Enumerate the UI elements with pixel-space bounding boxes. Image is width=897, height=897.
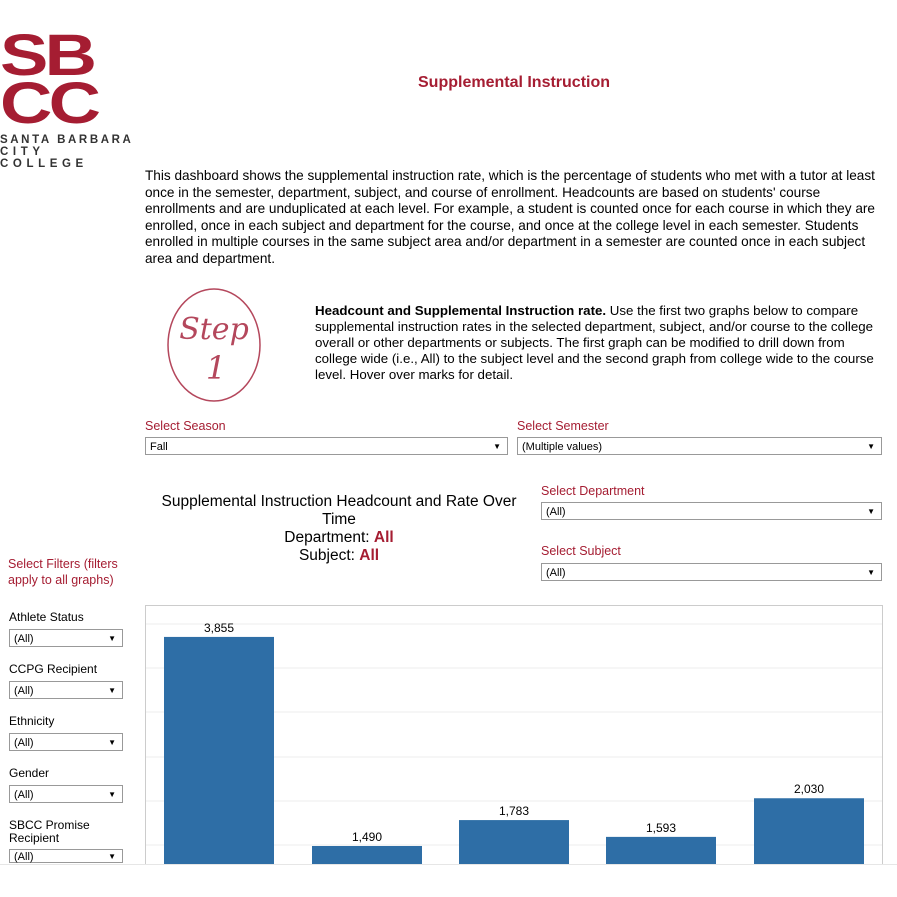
subject-label: Select Subject <box>541 544 621 558</box>
bar-data-label: 1,593 <box>646 821 676 835</box>
subject-dropdown[interactable]: (All) ▼ <box>541 563 882 581</box>
chevron-down-icon: ▼ <box>108 686 116 695</box>
subject-dropdown-value: (All) <box>546 567 566 579</box>
semester-dropdown[interactable]: (Multiple values) ▼ <box>517 437 882 455</box>
logo-line1: SANTA BARBARA <box>0 134 134 146</box>
step-badge-word: Step <box>179 312 249 347</box>
chart-title: Supplemental Instruction Headcount and R… <box>161 493 517 528</box>
chart-frame: 3,855 1,490 1,783 1,593 2,030 <box>145 605 883 864</box>
season-dropdown[interactable]: Fall ▼ <box>145 437 508 455</box>
bar[interactable] <box>754 798 864 864</box>
department-label: Select Department <box>541 484 645 498</box>
season-label: Select Season <box>145 419 226 433</box>
chevron-down-icon: ▼ <box>867 568 875 577</box>
bar[interactable] <box>606 836 716 864</box>
department-value: All <box>373 529 394 546</box>
bar[interactable] <box>312 845 422 864</box>
department-dropdown[interactable]: (All) ▼ <box>541 502 882 520</box>
intro-text: This dashboard shows the supplemental in… <box>145 168 875 266</box>
bar[interactable] <box>459 820 569 864</box>
sidebar-title: Select Filters (filters apply to all gra… <box>8 557 118 587</box>
subject-value: All <box>359 547 380 564</box>
chevron-down-icon: ▼ <box>108 634 116 643</box>
headcount-bar-chart: 3,855 1,490 1,783 1,593 2,030 <box>146 621 882 864</box>
filter-label: CCPG Recipient <box>9 662 98 676</box>
logo-letters-bottom: CC <box>0 71 101 136</box>
bar-data-label: 3,855 <box>204 621 234 635</box>
bar-data-label: 1,783 <box>499 804 529 818</box>
step-description: Headcount and Supplemental Instruction r… <box>315 303 885 383</box>
filter-label: Athlete Status <box>9 610 84 624</box>
department-caption: Department: <box>284 529 374 546</box>
logo-line2: CITY COLLEGE <box>0 146 88 170</box>
chevron-down-icon: ▼ <box>108 790 116 799</box>
bar[interactable] <box>164 636 274 864</box>
chevron-down-icon: ▼ <box>867 442 875 451</box>
filter-value: (All) <box>14 633 34 645</box>
semester-value: (Multiple values) <box>522 441 603 453</box>
filter-value: (All) <box>14 789 34 801</box>
divider <box>0 864 897 865</box>
filter-dropdown[interactable]: (All) ▼ <box>9 629 123 647</box>
filter-dropdown[interactable]: (All) ▼ <box>9 849 123 863</box>
page-title: Supplemental Instruction <box>418 74 611 91</box>
chevron-down-icon: ▼ <box>867 507 875 516</box>
bar-data-label: 1,490 <box>352 830 382 844</box>
logo-letters-top: SB <box>0 23 97 88</box>
step-heading: Headcount and Supplemental Instruction r… <box>315 303 607 318</box>
sbcc-logo: SB CC SANTA BARBARA CITY COLLEGE <box>0 27 134 171</box>
filter-dropdown[interactable]: (All) ▼ <box>9 681 123 699</box>
filter-value: (All) <box>14 851 34 863</box>
chart-heading: Supplemental Instruction Headcount and R… <box>150 493 528 565</box>
filter-label: SBCC Promise Recipient <box>9 818 90 845</box>
semester-label: Select Semester <box>517 419 609 433</box>
step-1-badge-icon: Step 1 <box>167 288 261 402</box>
filter-label: Gender <box>9 766 50 780</box>
filter-label: Ethnicity <box>9 714 55 728</box>
filter-dropdown[interactable]: (All) ▼ <box>9 785 123 803</box>
filter-dropdown[interactable]: (All) ▼ <box>9 733 123 751</box>
step-badge-number: 1 <box>206 349 226 387</box>
season-value: Fall <box>150 441 168 453</box>
chevron-down-icon: ▼ <box>493 442 501 451</box>
bar-data-label: 2,030 <box>794 782 824 796</box>
step-body: Use the first two graphs below to compar… <box>315 303 874 382</box>
filter-value: (All) <box>14 685 34 697</box>
chevron-down-icon: ▼ <box>108 738 116 747</box>
department-dropdown-value: (All) <box>546 506 566 518</box>
chevron-down-icon: ▼ <box>108 852 116 861</box>
subject-caption: Subject: <box>298 547 360 564</box>
filter-value: (All) <box>14 737 34 749</box>
